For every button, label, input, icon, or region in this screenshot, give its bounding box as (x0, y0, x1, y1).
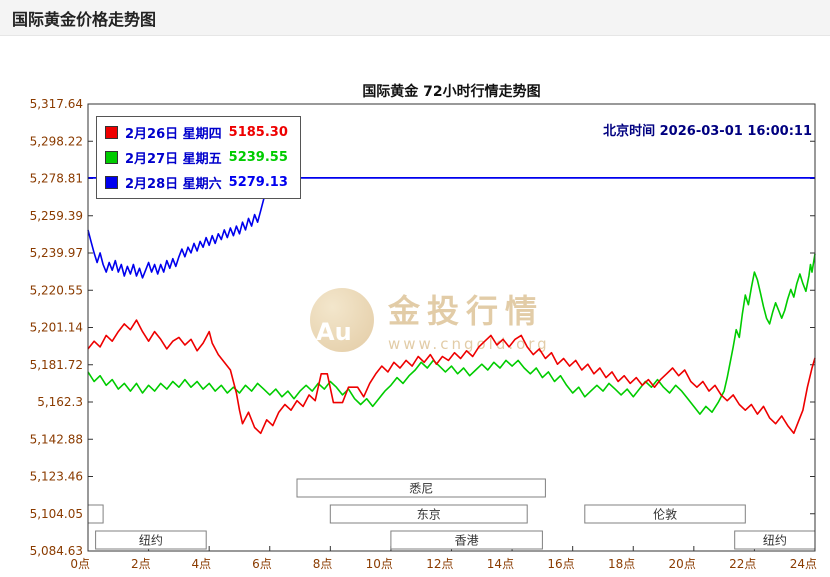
chart-area: 国际黄金 72小时行情走势图 北京时间 2026-03-01 16:00:11 … (0, 36, 830, 577)
x-axis-label: 22点 (729, 557, 756, 571)
x-axis-label: 12点 (426, 557, 453, 571)
y-axis-label: 5,239.97 (30, 246, 83, 260)
x-axis-label: 24点 (790, 557, 817, 571)
x-axis-label: 10点 (366, 557, 393, 571)
legend-value: 5185.30 (228, 125, 288, 140)
watermark-title: 金投行情 (388, 292, 545, 330)
legend-date-label: 2月28日 星期六 (125, 177, 222, 192)
chart-title: 国际黄金 72小时行情走势图 (362, 84, 541, 100)
watermark-subtitle: www.cngold.org (388, 335, 550, 353)
session-box (87, 504, 104, 524)
beijing-time-label: 北京时间 2026-03-01 16:00:11 (603, 124, 812, 139)
session-label: 纽约 (763, 533, 787, 548)
session-box (584, 504, 746, 524)
x-axis-label: 0点 (70, 557, 90, 571)
legend-value: 5239.55 (228, 150, 288, 165)
session-box (329, 504, 528, 524)
y-axis-label: 5,201.14 (30, 321, 83, 335)
session-label: 香港 (455, 534, 479, 548)
y-axis-label: 5,278.81 (30, 172, 83, 186)
watermark-au-text: Au (316, 317, 352, 346)
x-axis-label: 6点 (252, 557, 272, 571)
legend-value: 5279.13 (228, 175, 288, 190)
y-axis-label: 5,142.88 (30, 432, 83, 446)
chart-legend: 2月26日 星期四 5185.30 2月27日 星期五 5239.55 2月28… (96, 116, 301, 199)
session-box (95, 530, 207, 550)
price-plot: 5,317.64 5,298.22 5,278.81 5,259.39 5,239.97… (30, 97, 817, 571)
price-series-day2 (87, 253, 816, 415)
session-label: 纽约 (139, 533, 163, 548)
y-axis-label: 5,084.63 (30, 544, 83, 558)
y-axis-label: 5,162.3 (37, 395, 83, 409)
legend-swatch-blue (105, 176, 118, 189)
legend-row-day1: 2月26日 星期四 5185.30 (105, 123, 288, 142)
price-series-day1 (87, 319, 816, 435)
price-series-day3 (87, 169, 280, 279)
y-axis-label: 5,181.72 (30, 358, 83, 372)
legend-swatch-red (105, 126, 118, 139)
session-label: 伦敦 (653, 507, 677, 522)
x-axis-label: 14点 (487, 557, 514, 571)
page-header: 国际黄金价格走势图 (0, 0, 830, 36)
y-axis-label: 5,298.22 (30, 134, 83, 148)
plot-border (87, 103, 816, 552)
session-label: 东京 (417, 508, 441, 522)
x-axis-label: 16点 (547, 557, 574, 571)
x-axis-label: 8点 (313, 557, 333, 571)
y-axis-label: 5,104.05 (30, 507, 83, 521)
watermark-gold-coin-icon: Au (310, 287, 374, 352)
page-title: 国际黄金价格走势图 (12, 9, 157, 29)
session-box (390, 530, 543, 550)
legend-row-day3: 2月28日 星期六 5279.13 (105, 173, 288, 192)
x-axis-label: 20点 (669, 557, 696, 571)
legend-row-day2: 2月27日 星期五 5239.55 (105, 148, 288, 167)
x-axis-label: 4点 (192, 557, 212, 571)
y-axis-label: 5,123.46 (30, 470, 83, 484)
x-axis-label: 2点 (131, 557, 151, 571)
x-axis-label: 18点 (608, 557, 635, 571)
watermark-text: 金投行情 www.cngold.org (388, 286, 550, 353)
session-label: 悉尼 (409, 482, 433, 496)
watermark: Au 金投行情 www.cngold.org (310, 286, 550, 353)
y-axis-label: 5,259.39 (30, 209, 83, 223)
legend-date-label: 2月27日 星期五 (125, 152, 222, 167)
legend-date-label: 2月26日 星期四 (125, 127, 222, 142)
y-axis-label: 5,317.64 (30, 97, 83, 111)
y-axis-label: 5,220.55 (30, 283, 83, 297)
session-box (296, 478, 546, 498)
legend-swatch-green (105, 151, 118, 164)
